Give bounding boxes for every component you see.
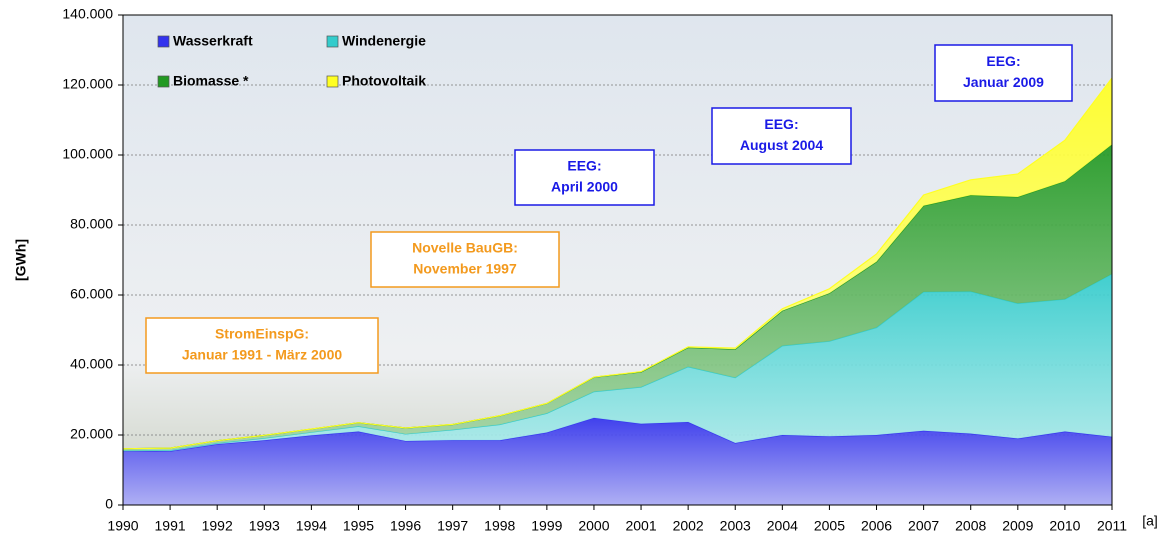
annotation-box bbox=[934, 44, 1073, 102]
legend-swatch bbox=[326, 75, 339, 88]
x-tick-label: 1999 bbox=[531, 518, 562, 534]
y-tick-label: 140.000 bbox=[62, 6, 113, 22]
x-tick-label: 2008 bbox=[955, 518, 986, 534]
legend-label: Biomasse * bbox=[173, 73, 249, 89]
x-tick-label: 1994 bbox=[296, 518, 327, 534]
y-tick-label: 100.000 bbox=[62, 146, 113, 162]
y-tick-label: 40.000 bbox=[70, 356, 113, 372]
annotation-text: EEG: bbox=[567, 158, 601, 174]
y-axis-label: [GWh] bbox=[13, 239, 29, 281]
legend-swatch bbox=[157, 35, 170, 48]
legend-label: Windenergie bbox=[342, 33, 426, 49]
x-tick-label: 1991 bbox=[155, 518, 186, 534]
x-tick-label: 1993 bbox=[249, 518, 280, 534]
legend-swatch bbox=[326, 35, 339, 48]
y-tick-label: 80.000 bbox=[70, 216, 113, 232]
area-edge bbox=[122, 417, 1113, 452]
annotation-text: EEG: bbox=[986, 53, 1020, 69]
annotation-text: November 1997 bbox=[413, 261, 517, 277]
annotation-box bbox=[145, 317, 379, 374]
area-edge bbox=[122, 77, 1113, 450]
x-tick-label: 2003 bbox=[720, 518, 751, 534]
annotation-box bbox=[711, 107, 852, 165]
plot-frame bbox=[122, 14, 1113, 506]
x-tick-label: 1995 bbox=[343, 518, 374, 534]
annotation-text: StromEinspG: bbox=[215, 326, 309, 342]
annotation-text: August 2004 bbox=[740, 137, 823, 153]
annotation-box bbox=[514, 149, 655, 206]
annotation-text: EEG: bbox=[764, 116, 798, 132]
x-tick-label: 1997 bbox=[437, 518, 468, 534]
annotation-text: April 2000 bbox=[551, 179, 618, 195]
x-tick-label: 2002 bbox=[673, 518, 704, 534]
legend-swatch bbox=[157, 75, 170, 88]
annotation-text: Januar 1991 - März 2000 bbox=[182, 347, 343, 363]
x-tick-label: 2010 bbox=[1049, 518, 1080, 534]
y-tick-label: 60.000 bbox=[70, 286, 113, 302]
x-tick-label: 2001 bbox=[625, 518, 656, 534]
legend-label: Photovoltaik bbox=[342, 73, 426, 89]
area-fill bbox=[123, 417, 1112, 505]
x-tick-label: 2006 bbox=[861, 518, 892, 534]
x-tick-label: 2000 bbox=[578, 518, 609, 534]
x-tick-label: 1992 bbox=[202, 518, 233, 534]
x-tick-label: 2005 bbox=[814, 518, 845, 534]
x-tick-label: 1990 bbox=[107, 518, 138, 534]
annotation-text: Januar 2009 bbox=[963, 74, 1044, 90]
y-tick-label: 20.000 bbox=[70, 426, 113, 442]
x-tick-label: 2011 bbox=[1097, 518, 1127, 534]
annotation-box bbox=[370, 231, 560, 288]
x-tick-label: 2007 bbox=[908, 518, 939, 534]
x-tick-label: 2009 bbox=[1002, 518, 1033, 534]
annotation-text: Novelle BauGB: bbox=[412, 240, 518, 256]
x-tick-label: 1996 bbox=[390, 518, 421, 534]
y-tick-label: 0 bbox=[105, 496, 113, 512]
x-tick-label: 2004 bbox=[767, 518, 798, 534]
y-tick-label: 120.000 bbox=[62, 76, 113, 92]
area-fill bbox=[123, 144, 1112, 451]
area-fill bbox=[123, 274, 1112, 452]
x-axis-label: [a] bbox=[1142, 513, 1158, 529]
x-tick-label: 1998 bbox=[484, 518, 515, 534]
legend-label: Wasserkraft bbox=[173, 33, 253, 49]
